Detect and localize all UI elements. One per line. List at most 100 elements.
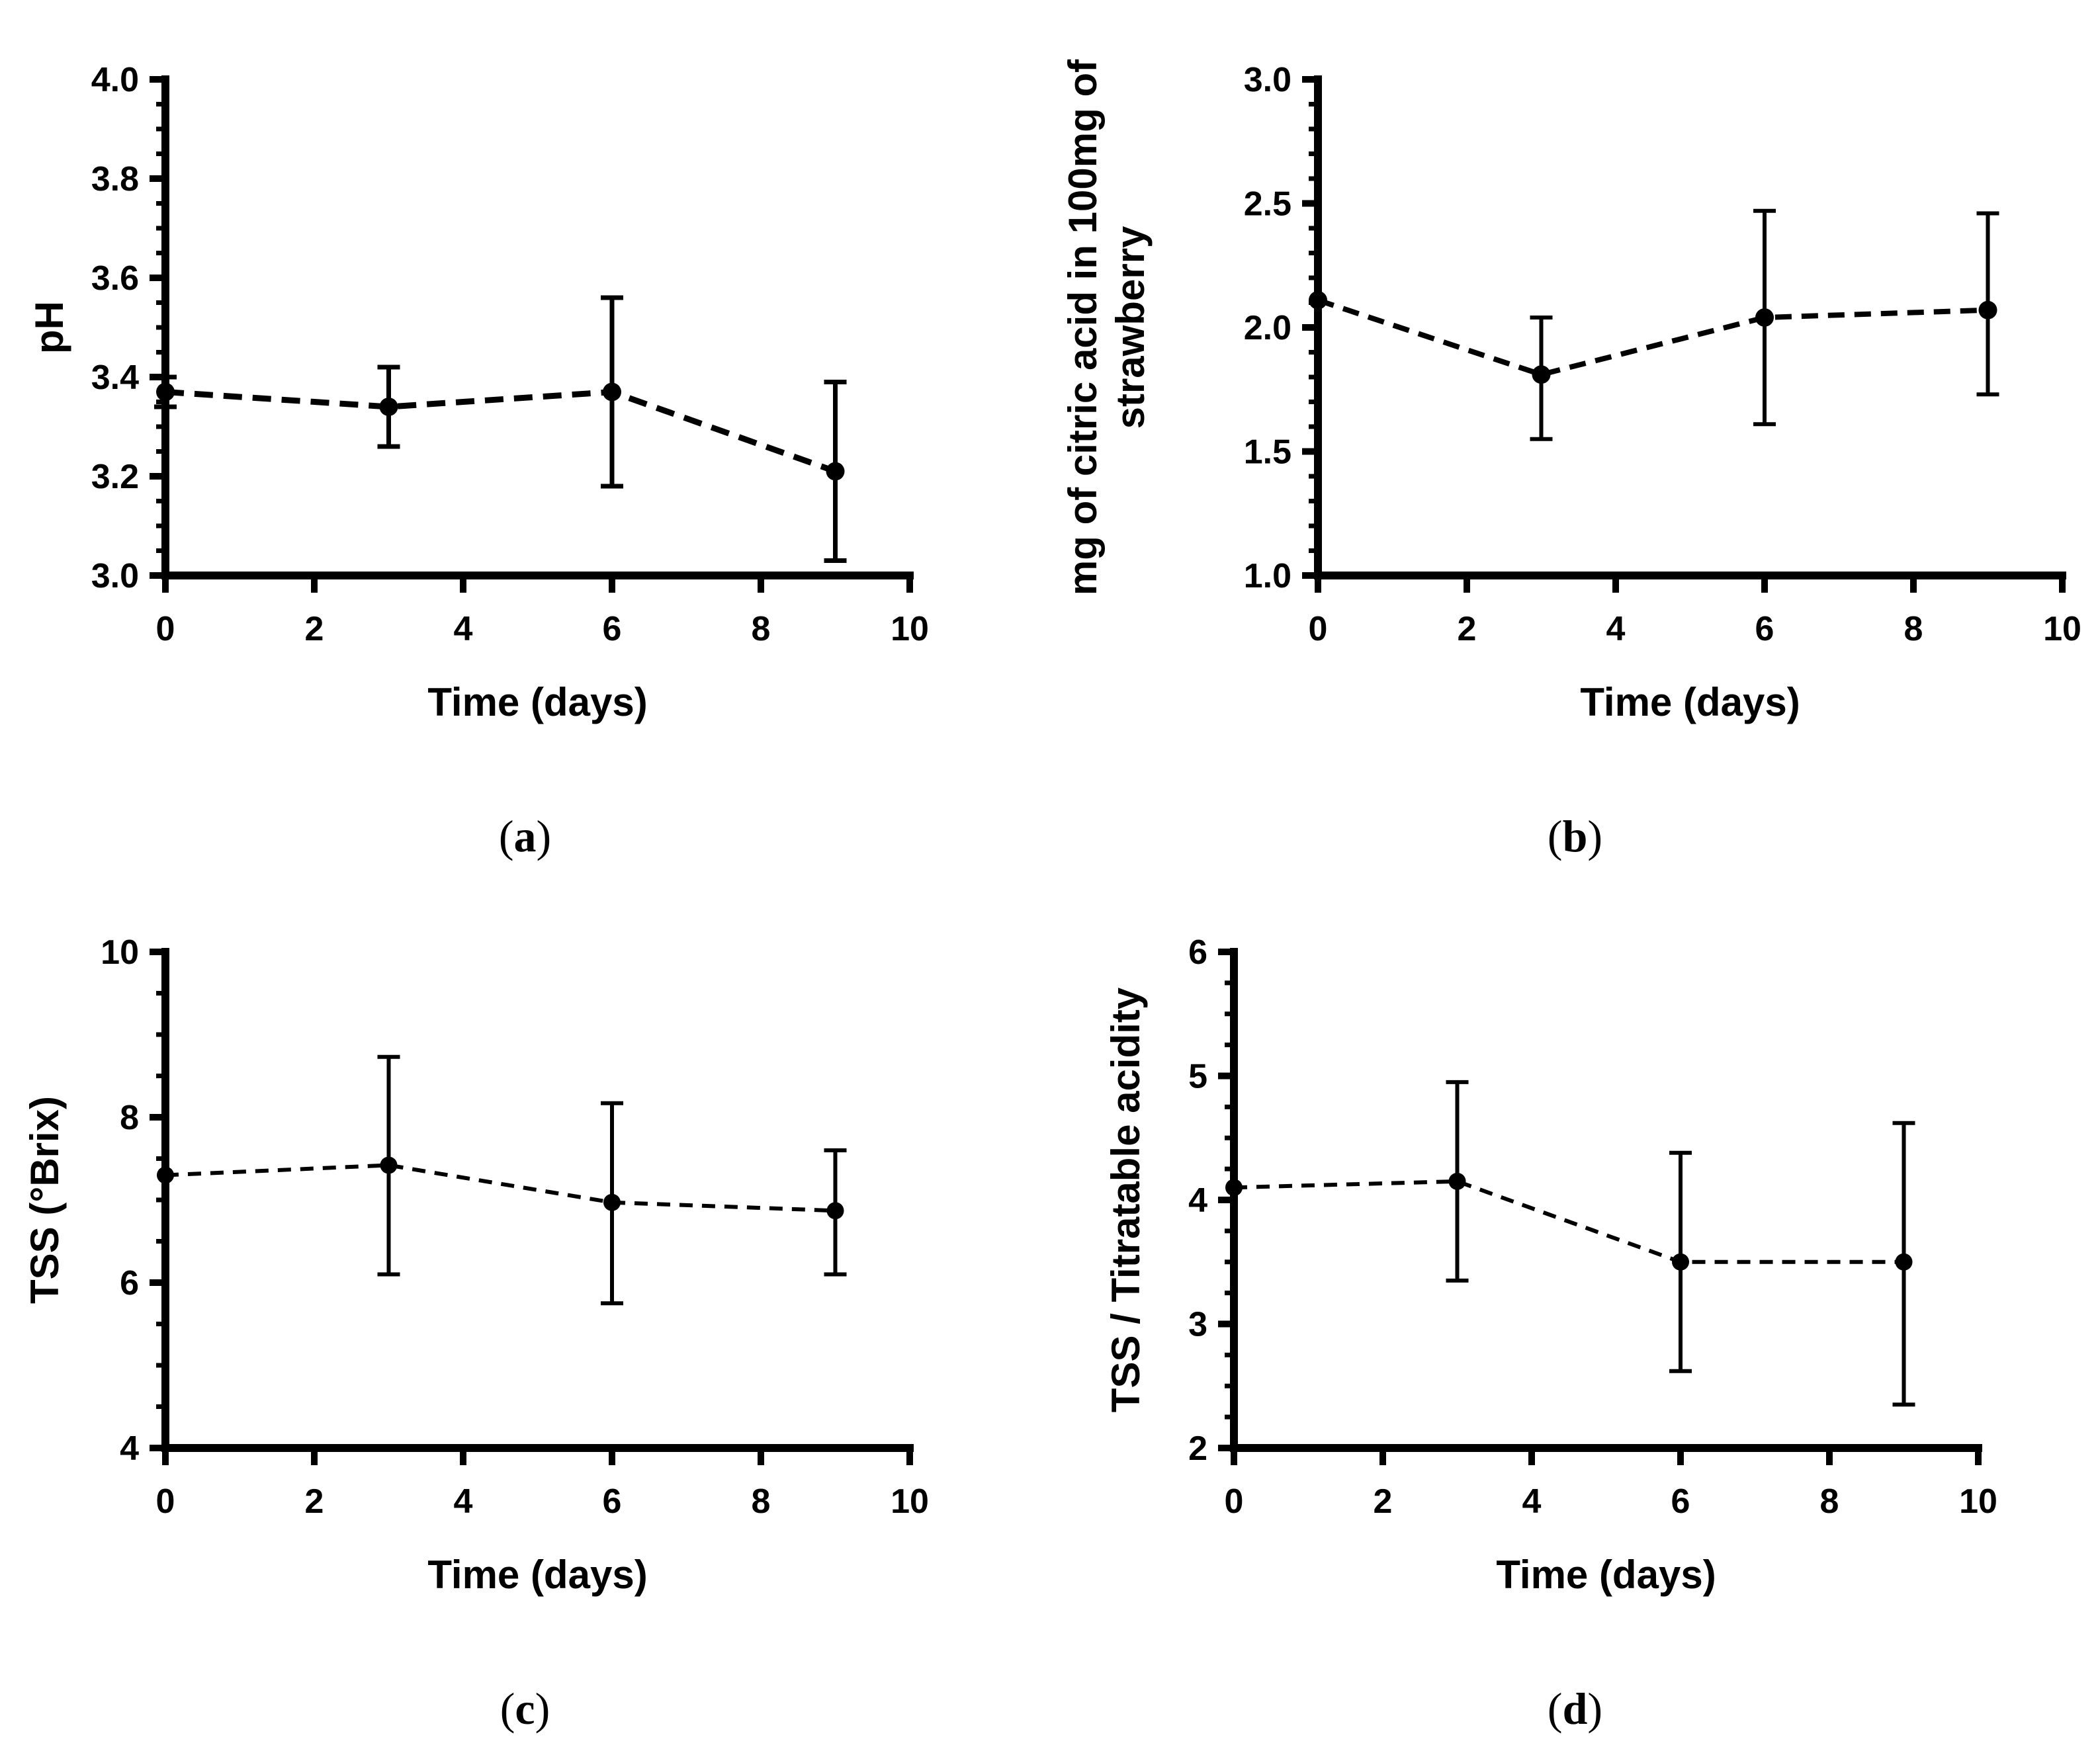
x-tick-label: 0	[156, 610, 175, 648]
panel-b: 1.0 1.5 2.0 2.5 3.0 0 2 4 6 8 10 Time (days) mg of c…	[1050, 0, 2100, 872]
y-tick-label: 4	[1188, 1181, 1207, 1220]
caption-c-close: )	[535, 1683, 550, 1734]
data-point	[1532, 365, 1551, 384]
chart-panel-b: 1.0 1.5 2.0 2.5 3.0 0 2 4 6 8 10 Time (days) mg of c…	[1061, 59, 2081, 724]
caption-c-open: (	[500, 1683, 515, 1734]
data-point	[603, 382, 621, 402]
data-line	[165, 388, 837, 474]
x-tick-label: 6	[603, 610, 622, 648]
x-tick-label: 8	[1820, 1482, 1839, 1521]
x-axis-title: Time (days)	[427, 680, 647, 724]
y-tick-label: 3.2	[91, 458, 139, 496]
chart-panel-c: 4 6 8 10 0 2 4 6 8 10 Time (days) TSS (°Brix)	[22, 933, 929, 1597]
y-tick-label: 4	[120, 1429, 139, 1468]
y-tick-label: 2	[1188, 1429, 1207, 1468]
axis-lines-a	[161, 75, 914, 579]
x-tick-label: 10	[1959, 1482, 1997, 1521]
x-tick-label: 6	[1671, 1482, 1690, 1521]
data-line	[1317, 297, 1988, 378]
axis-lines-b	[1314, 75, 2066, 579]
caption-d-close: )	[1587, 1683, 1603, 1734]
data-line	[165, 1163, 836, 1213]
x-tick-label: 2	[305, 610, 324, 648]
x-tick-label: 10	[891, 1482, 929, 1521]
y-axis-title-line: strawberry	[1108, 226, 1153, 429]
x-axis-title: Time (days)	[427, 1553, 647, 1597]
caption-d: (d)	[1050, 1637, 2100, 1745]
y-tick-label: 5	[1188, 1058, 1207, 1096]
caption-c-letter: c	[515, 1683, 535, 1734]
y-axis-title-line: TSS (°Brix)	[22, 1096, 67, 1304]
data-point	[380, 1156, 398, 1174]
data-point	[1895, 1253, 1913, 1271]
data-point	[1309, 290, 1327, 310]
data-point	[826, 462, 845, 481]
y-tick-label: 3.6	[91, 259, 139, 298]
axis-lines-d	[1230, 948, 1982, 1452]
caption-c: (c)	[0, 1637, 1050, 1745]
x-tick-label: 6	[603, 1482, 622, 1521]
data-point	[1755, 308, 1774, 327]
caption-b-open: (	[1547, 811, 1563, 861]
data-point	[379, 398, 398, 416]
x-tick-label: 8	[752, 1482, 771, 1521]
y-tick-label: 3	[1188, 1306, 1207, 1344]
x-tick-label: 0	[156, 1482, 175, 1521]
data-point	[826, 1202, 844, 1220]
caption-b: (b)	[1050, 764, 2100, 872]
caption-a: (a)	[0, 764, 1050, 872]
caption-a-letter: a	[513, 811, 537, 861]
x-tick-label: 4	[454, 1482, 473, 1521]
data-point	[603, 1193, 621, 1211]
y-tick-label: 3.0	[1244, 61, 1291, 99]
x-tick-label: 10	[2043, 610, 2081, 648]
x-tick-label: 8	[752, 610, 771, 648]
x-tick-label: 4	[454, 610, 473, 648]
y-tick-label: 6	[120, 1264, 139, 1302]
y-tick-label: 2.0	[1244, 309, 1291, 347]
y-tick-label: 2.5	[1244, 185, 1291, 224]
x-tick-label: 4	[1522, 1482, 1542, 1521]
y-tick-label: 3.8	[91, 160, 139, 198]
y-axis-title-line: TSS / Titratable acidity	[1104, 987, 1148, 1412]
y-tick-label: 4.0	[91, 61, 139, 99]
chart-panel-a: 3.0 3.2 3.4 3.6 3.8 4.0 0 2 4 6 8 10 Time (days) pH	[27, 61, 929, 724]
data-point	[1978, 300, 1997, 319]
data-line	[1233, 1179, 1904, 1264]
y-tick-label: 3.4	[91, 359, 139, 397]
y-tick-label: 1.5	[1244, 433, 1291, 472]
panel-c: 4 6 8 10 0 2 4 6 8 10 Time (days) TSS (°Brix) (c)	[0, 872, 1050, 1745]
x-axis-title: Time (days)	[1496, 1553, 1716, 1597]
caption-a-open: (	[498, 811, 514, 861]
y-axis-title-line: mg of citric acid in 100mg of	[1061, 59, 1105, 595]
x-tick-label: 6	[1755, 610, 1774, 648]
panel-d: 2 3 4 5 6 0 2 4 6 8 10 Time (days) TSS / Titratable …	[1050, 872, 2100, 1745]
caption-a-close: )	[536, 811, 552, 861]
caption-b-close: )	[1587, 811, 1603, 861]
caption-d-letter: d	[1562, 1683, 1588, 1734]
x-tick-label: 2	[305, 1482, 324, 1521]
x-tick-label: 10	[891, 610, 929, 648]
y-tick-label: 1.0	[1244, 557, 1291, 595]
y-tick-label: 10	[101, 933, 139, 972]
data-point	[156, 382, 175, 402]
caption-d-open: (	[1547, 1683, 1563, 1734]
x-tick-label: 2	[1458, 610, 1477, 648]
x-tick-label: 4	[1606, 610, 1626, 648]
y-tick-label: 6	[1188, 933, 1207, 972]
data-point	[1225, 1179, 1243, 1197]
x-tick-label: 8	[1904, 610, 1923, 648]
x-tick-label: 0	[1309, 610, 1328, 648]
x-axis-title: Time (days)	[1580, 680, 1800, 724]
x-tick-label: 0	[1225, 1482, 1244, 1521]
data-point	[1448, 1172, 1466, 1190]
y-axis-title-line: pH	[27, 301, 71, 354]
panel-a: 3.0 3.2 3.4 3.6 3.8 4.0 0 2 4 6 8 10 Time (days) pH (…	[0, 0, 1050, 872]
data-point	[1672, 1253, 1689, 1271]
data-point	[157, 1166, 174, 1184]
y-tick-label: 8	[120, 1099, 139, 1137]
y-tick-label: 3.0	[91, 557, 139, 595]
caption-b-letter: b	[1562, 811, 1588, 861]
